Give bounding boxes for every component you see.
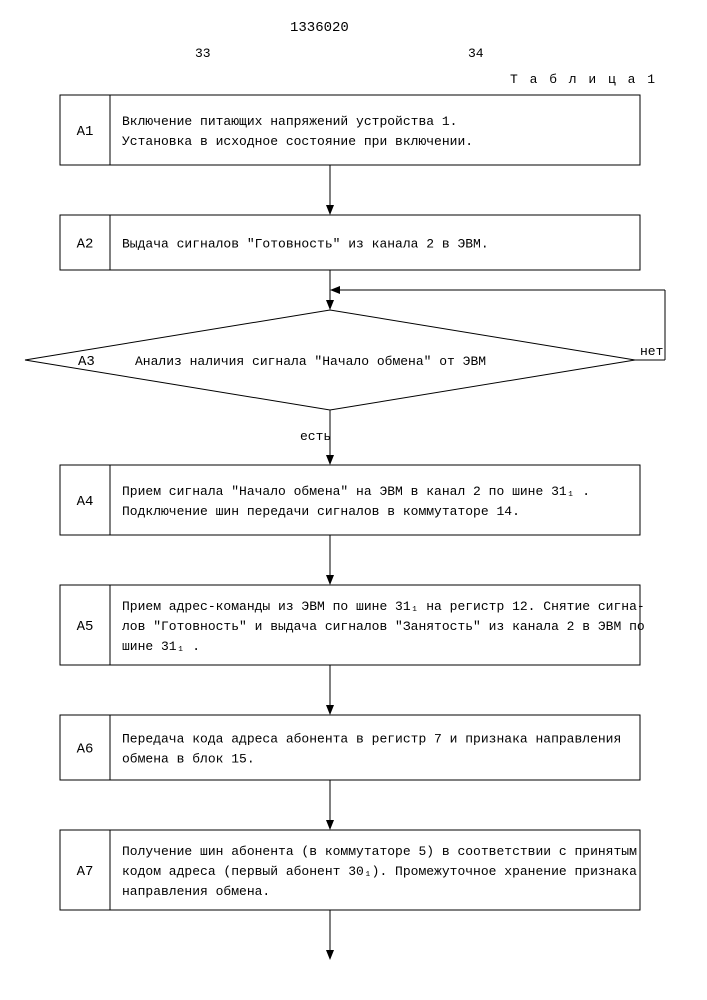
svg-text:Передача кода адреса абонента: Передача кода адреса абонента в регистр … [122, 732, 621, 747]
svg-text:А5: А5 [77, 619, 94, 635]
svg-text:Выдача сигналов "Готовность" и: Выдача сигналов "Готовность" из канала 2… [122, 237, 489, 252]
svg-text:направления обмена.: направления обмена. [122, 884, 270, 899]
svg-text:Установка в исходное состояние: Установка в исходное состояние при включ… [122, 134, 473, 149]
svg-text:А6: А6 [77, 742, 94, 758]
svg-text:Прием сигнала "Начало обмена": Прием сигнала "Начало обмена" на ЭВМ в к… [122, 484, 590, 499]
svg-text:лов "Готовность" и выдача сигн: лов "Готовность" и выдача сигналов "Заня… [122, 619, 645, 634]
svg-text:Получение шин абонента (в комм: Получение шин абонента (в коммутаторе 5)… [122, 844, 637, 859]
svg-text:шине 31₁ .: шине 31₁ . [122, 639, 200, 654]
svg-text:А4: А4 [77, 494, 94, 510]
svg-text:обмена в блок 15.: обмена в блок 15. [122, 752, 255, 767]
page: 1336020 33 34 Т а б л и ц а 1 А1Включени… [0, 0, 707, 1000]
svg-text:А2: А2 [77, 237, 94, 253]
svg-text:кодом адреса (первый абонент 3: кодом адреса (первый абонент 30₁). Проме… [122, 864, 637, 879]
svg-text:Подключение шин передачи сигна: Подключение шин передачи сигналов в комм… [122, 504, 520, 519]
flowchart: А1 Включение питающих напряжений устройст… [0, 0, 707, 1000]
svg-text:нет: нет [640, 344, 663, 359]
svg-text:А7: А7 [77, 864, 94, 880]
svg-text:есть: есть [300, 429, 331, 444]
svg-text:Включение питающих напряжений: Включение питающих напряжений устройства… [122, 114, 457, 129]
svg-text:А1: А1 [77, 124, 94, 140]
svg-text:Анализ наличия сигнала "Начало: Анализ наличия сигнала "Начало обмена" о… [135, 354, 486, 369]
svg-text:А3: А3 [78, 354, 95, 370]
svg-text:Прием адрес-команды из ЭВМ по: Прием адрес-команды из ЭВМ по шине 31₁ н… [122, 599, 645, 614]
